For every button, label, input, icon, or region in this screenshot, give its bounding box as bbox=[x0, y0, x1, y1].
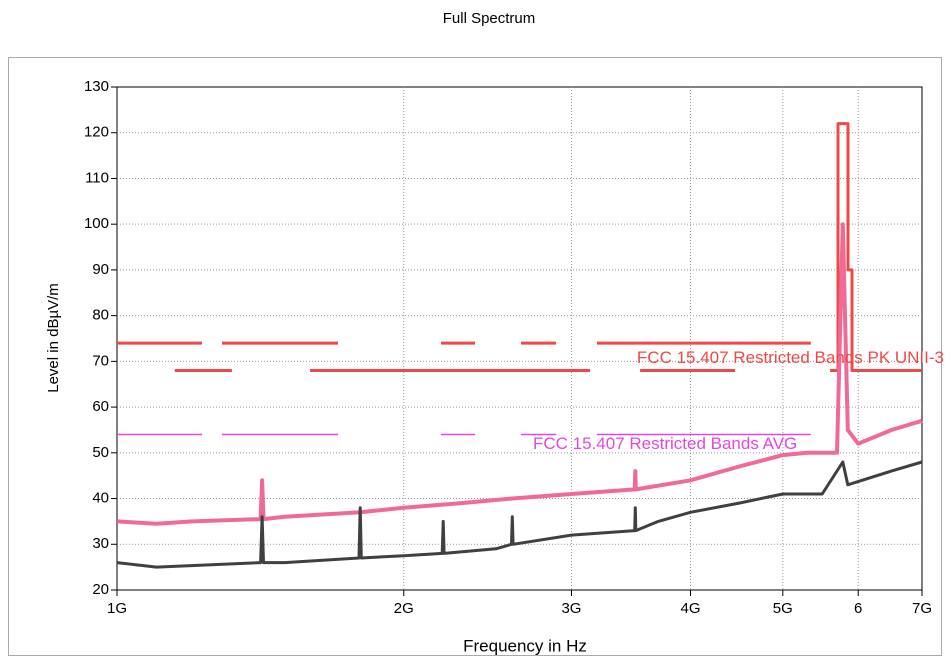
series-line bbox=[117, 122, 922, 372]
y-tick-label: 90 bbox=[92, 261, 109, 278]
x-tick-label: 2G bbox=[394, 600, 414, 617]
chart-frame bbox=[8, 57, 942, 656]
chart-title: Full Spectrum bbox=[443, 10, 536, 27]
y-tick-label: 30 bbox=[92, 535, 109, 552]
y-tick-label: 130 bbox=[84, 78, 109, 95]
y-tick-label: 120 bbox=[84, 124, 109, 141]
series-line bbox=[116, 222, 923, 526]
x-axis-label: Frequency in Hz bbox=[463, 636, 587, 655]
series-line bbox=[116, 460, 923, 569]
y-tick-label: 60 bbox=[92, 398, 109, 415]
y-tick-label: 50 bbox=[92, 444, 109, 461]
limit-label: FCC 15.407 Restricted Bands AVG bbox=[533, 434, 797, 453]
y-tick-label: 40 bbox=[92, 490, 109, 507]
x-tick-label: 7G bbox=[912, 600, 932, 617]
x-tick-label: 4G bbox=[680, 600, 700, 617]
y-tick-label: 100 bbox=[84, 215, 109, 232]
y-tick-label: 20 bbox=[92, 581, 109, 598]
y-axis-label: Level in dBµV/m bbox=[45, 283, 62, 393]
x-tick-label: 3G bbox=[561, 600, 581, 617]
plot-area bbox=[116, 86, 923, 591]
y-tick-label: 70 bbox=[92, 352, 109, 369]
limit-label: FCC 15.407 Restricted Bands PK UNII-3 bbox=[637, 348, 944, 367]
x-tick-label: 1G bbox=[107, 600, 127, 617]
x-tick-label: 5G bbox=[773, 600, 793, 617]
x-tick-label: 6 bbox=[854, 600, 862, 617]
y-tick-label: 110 bbox=[85, 169, 109, 186]
y-tick-label: 80 bbox=[92, 307, 109, 324]
